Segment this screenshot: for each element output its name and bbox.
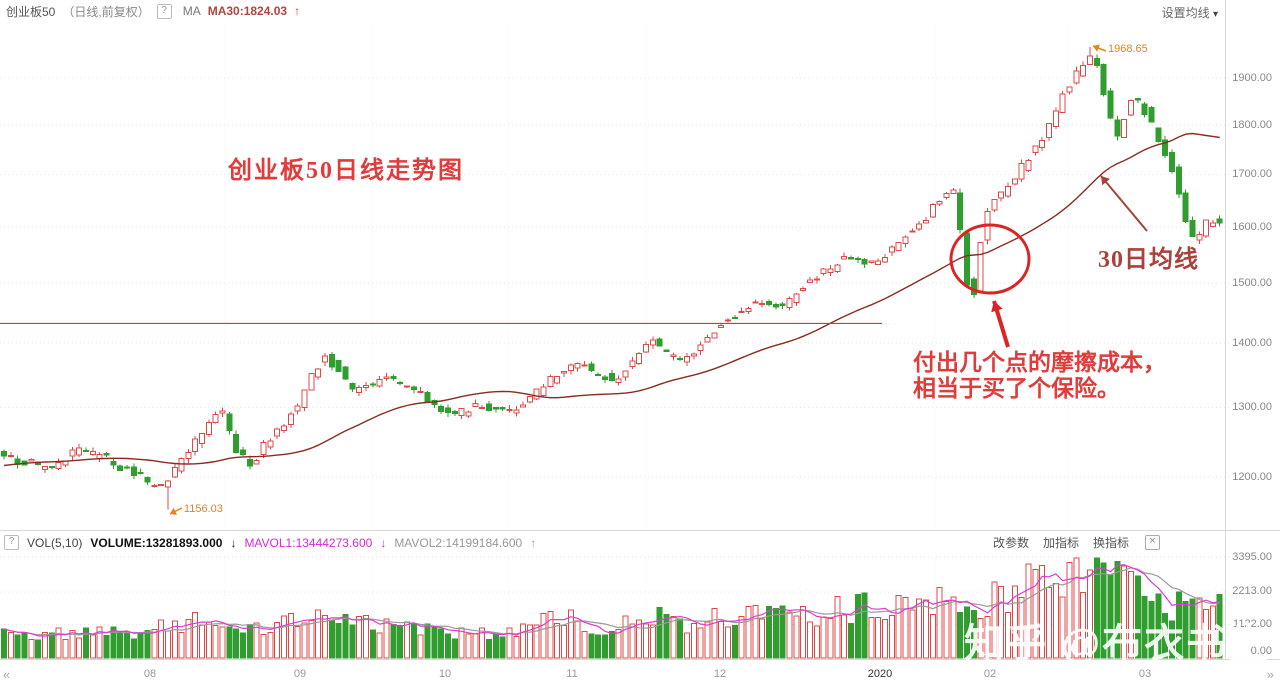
scroll-right-icon[interactable]: » [1266,667,1274,682]
volume-value: VOLUME:13281893.000 [90,535,223,550]
mavol1-down-arrow-icon: ↓ [380,535,387,550]
note-line-2: 相当于买了个保险。 [913,376,1120,401]
low-price-label: 1156.03 [183,503,223,515]
note-line-1: 付出几个点的摩擦成本， [913,350,1166,375]
price-axis-label: 1400.00 [1232,337,1272,349]
high-price-label: 1968.65 [1107,43,1148,55]
price-axis-label: 1800.00 [1232,119,1272,131]
period-adjustment-label: （日线,前复权） [62,4,150,19]
chevron-down-icon: ▾ [1212,9,1218,20]
volume-down-arrow-icon: ↓ [230,535,237,550]
volume-axis-label: 0.00 [1250,645,1272,657]
price-axis-label: 1500.00 [1232,277,1272,289]
change-params-button[interactable]: 改参数 [992,536,1029,550]
time-tick: 09 [293,668,307,680]
time-tick: 08 [143,668,157,680]
mavol2-up-arrow-icon: ↑ [530,535,537,550]
close-icon[interactable]: × [1145,535,1160,550]
add-indicator-button[interactable]: 加指标 [1042,536,1079,550]
mavol1-value: MAVOL1:13444273.600 [244,535,373,550]
price-axis-label: 1700.00 [1232,168,1272,180]
volume-pane-header: ? VOL(5,10) VOLUME:13281893.000 ↓ MAVOL1… [0,532,1218,553]
time-tick: 02 [983,668,997,680]
ma30-value: MA30:1824.03 [207,4,288,18]
scroll-left-icon[interactable]: « [3,667,11,682]
volume-axis-label: 1122.00 [1233,618,1272,630]
volume-help-icon[interactable]: ? [4,535,19,550]
ma-indicator-button[interactable]: MA [182,4,201,18]
chart-title-annotation: 创业板50日线走势图 [228,158,464,184]
chart-header: 创业板50 （日线,前复权） ? MA MA30:1824.03 ↑ [0,0,1218,22]
volume-axis-label: 3395.00 [1232,551,1272,563]
help-icon[interactable]: ? [156,3,172,19]
time-tick: 03 [1138,668,1152,680]
symbol-name: 创业板50 [6,4,56,19]
price-axis-label: 1900.00 [1232,72,1272,84]
volume-indicator-label[interactable]: VOL(5,10) [27,535,83,550]
price-axis-label: 1200.00 [1232,471,1272,483]
time-tick: 2020 [867,668,893,680]
price-axis-label: 1300.00 [1232,401,1272,413]
note-annotation: 付出几个点的摩擦成本， 相当于买了个保险。 [913,350,1166,402]
ma30-up-arrow-icon: ↑ [294,4,301,18]
ma-settings-button[interactable]: 设置均线 ▾ [1162,4,1218,21]
volume-axis-label: 2213.00 [1232,585,1272,597]
time-tick: 11 [566,668,578,680]
switch-indicator-button[interactable]: 换指标 [1092,536,1129,550]
ma-line-annotation: 30日均线 [1098,247,1199,273]
time-tick: 12 [713,668,727,680]
time-tick: 10 [438,668,452,680]
ma-settings-label: 设置均线 [1161,6,1210,20]
price-axis-label: 1600.00 [1232,221,1272,233]
mavol2-value: MAVOL2:14199184.600 [394,535,523,550]
